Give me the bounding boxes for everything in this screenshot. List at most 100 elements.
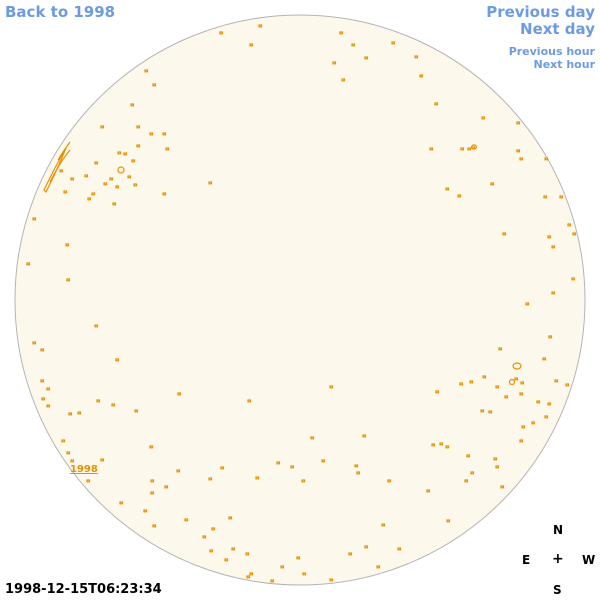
feature-contour: [521, 425, 526, 429]
feature-contour: [162, 132, 167, 136]
feature-contour: [439, 442, 444, 446]
year-label: 1998: [70, 464, 98, 475]
feature-contour: [364, 56, 369, 60]
feature-contour: [470, 144, 478, 150]
feature-contour: [115, 358, 120, 362]
feature-contour: [249, 43, 254, 47]
feature-contour: [434, 102, 439, 106]
feature-contour: [498, 347, 503, 351]
feature-contour: [339, 31, 344, 35]
feature-contour: [354, 464, 359, 468]
feature-contour: [46, 404, 51, 408]
feature-contour: [40, 379, 45, 383]
feature-contour: [68, 412, 73, 416]
feature-contour: [109, 177, 114, 181]
feature-contour: [117, 166, 125, 174]
feature-contour: [519, 392, 524, 396]
feature-contour: [519, 439, 524, 443]
feature-contour: [136, 125, 141, 129]
feature-contour: [397, 547, 402, 551]
feature-contour: [70, 459, 75, 463]
feature-contour: [495, 465, 500, 469]
feature-contour: [356, 471, 361, 475]
feature-contour: [144, 69, 149, 73]
feature-contour: [77, 411, 82, 415]
feature-contour: [431, 443, 436, 447]
feature-contour: [493, 457, 498, 461]
feature-contour: [136, 144, 141, 148]
feature-contour: [460, 147, 465, 151]
feature-contour: [66, 451, 71, 455]
feature-contour: [134, 409, 139, 413]
feature-contour: [57, 141, 71, 161]
feature-contour: [435, 390, 440, 394]
feature-contour: [61, 439, 66, 443]
feature-contour: [40, 348, 45, 352]
feature-contour: [512, 362, 522, 370]
feature-contour: [571, 277, 576, 281]
feature-contour: [246, 575, 251, 579]
feature-contour: [387, 479, 392, 483]
feature-contour: [457, 194, 462, 198]
previous-hour-link[interactable]: Previous hour: [508, 45, 595, 58]
feature-contour: [255, 476, 260, 480]
feature-contour: [572, 232, 577, 236]
feature-contour: [543, 195, 548, 199]
feature-contour: [143, 509, 148, 513]
feature-contour: [565, 383, 570, 387]
feature-contour: [470, 471, 475, 475]
feature-contour: [459, 382, 464, 386]
feature-contour: [332, 61, 337, 65]
feature-contour: [520, 381, 525, 385]
feature-contour: [551, 245, 556, 249]
feature-contour: [94, 161, 99, 165]
feature-contour: [466, 454, 471, 458]
feature-contour: [94, 324, 99, 328]
active-region-contours: [26, 24, 577, 583]
feature-contour: [525, 302, 530, 306]
feature-contour: [482, 375, 487, 379]
back-to-year-link[interactable]: Back to 1998: [5, 3, 116, 21]
feature-contour: [84, 174, 89, 178]
feature-contour: [149, 132, 154, 136]
feature-contour: [429, 147, 434, 151]
feature-contour: [329, 385, 334, 389]
feature-contour: [220, 466, 225, 470]
previous-day-link[interactable]: Previous day: [486, 3, 595, 21]
feature-contour: [480, 409, 485, 413]
feature-contour: [162, 192, 167, 196]
feature-contour: [247, 399, 252, 403]
feature-contour: [508, 378, 516, 386]
feature-contour: [544, 157, 549, 161]
feature-contour: [87, 197, 92, 201]
feature-contour: [554, 379, 559, 383]
feature-contour: [65, 243, 70, 247]
feature-contour: [301, 479, 306, 483]
next-day-link[interactable]: Next day: [520, 20, 595, 38]
feature-contour: [49, 149, 71, 183]
feature-contour: [211, 527, 216, 531]
feature-contour: [70, 177, 75, 181]
feature-contour: [41, 397, 46, 401]
feature-contour: [516, 121, 521, 125]
feature-contour: [100, 458, 105, 462]
feature-contour: [177, 392, 182, 396]
feature-contour: [341, 78, 346, 82]
feature-contour: [446, 519, 451, 523]
feature-contour: [469, 380, 474, 384]
feature-contour: [165, 147, 170, 151]
compass-north: N: [553, 523, 564, 537]
feature-contour: [290, 465, 295, 469]
feature-contour: [115, 185, 120, 189]
feature-contour: [302, 572, 307, 576]
feature-contour: [364, 545, 369, 549]
feature-contour: [467, 147, 472, 151]
feature-contour: [63, 190, 68, 194]
next-hour-link[interactable]: Next hour: [533, 58, 596, 71]
feature-contour: [280, 565, 285, 569]
feature-contour: [502, 232, 507, 236]
feature-contour: [276, 461, 281, 465]
feature-contour: [152, 83, 157, 87]
feature-contour: [500, 485, 505, 489]
feature-contour: [481, 116, 486, 120]
